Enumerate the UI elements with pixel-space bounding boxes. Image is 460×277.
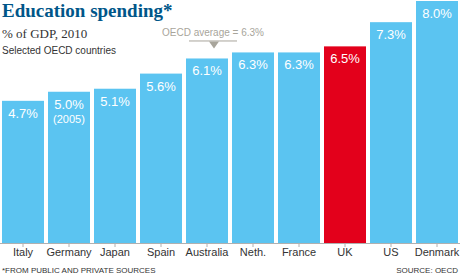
- chart: 4.7% 5.0% 5.1% 5.6% 6.1% 6.3% 6.3% 6.5% 7.3% 8.0%…: [0, 0, 460, 277]
- category-label: UK: [337, 246, 353, 258]
- bar: [2, 101, 44, 243]
- data-label: 6.1%: [192, 63, 222, 78]
- data-label: 5.1%: [100, 94, 130, 109]
- category-label: US: [383, 246, 398, 258]
- bar: [370, 22, 412, 243]
- bar: [232, 52, 274, 243]
- title: Education spending*: [2, 0, 173, 21]
- bar: [48, 92, 90, 243]
- category-label: France: [282, 246, 316, 258]
- bar: [416, 1, 458, 243]
- bar: [140, 74, 182, 243]
- annotation-arrow: [209, 41, 219, 48]
- annotation: OECD average = 6.3%: [162, 27, 264, 38]
- data-label: 6.3%: [238, 57, 268, 72]
- category-label: Australia: [186, 246, 230, 258]
- data-label: 6.3%: [284, 57, 314, 72]
- subtitle: % of GDP, 2010: [2, 26, 87, 41]
- bar: [186, 58, 228, 243]
- source: SOURCE: OECD: [396, 266, 458, 275]
- data-label: 8.0%: [422, 6, 452, 21]
- category-label: Neth.: [240, 246, 266, 258]
- bars: [2, 1, 458, 243]
- bar: [324, 46, 366, 243]
- bar: [278, 52, 320, 243]
- footnote: *FROM PUBLIC AND PRIVATE SOURCES: [2, 266, 156, 275]
- subtitle: Selected OECD countries: [2, 45, 116, 56]
- category-label: Denmark: [415, 246, 460, 258]
- data-label: 4.7%: [8, 106, 38, 121]
- category-label: Italy: [13, 246, 34, 258]
- data-label: 7.3%: [376, 27, 406, 42]
- data-label: 5.0%: [54, 97, 84, 112]
- category-label: Spain: [147, 246, 175, 258]
- annotation: (2005): [53, 113, 85, 125]
- data-label: 5.6%: [146, 79, 176, 94]
- bar: [94, 89, 136, 243]
- data-label: 6.5%: [330, 51, 360, 66]
- category-label: Japan: [100, 246, 130, 258]
- category-label: Germany: [46, 246, 92, 258]
- annotation-line: [189, 40, 237, 41]
